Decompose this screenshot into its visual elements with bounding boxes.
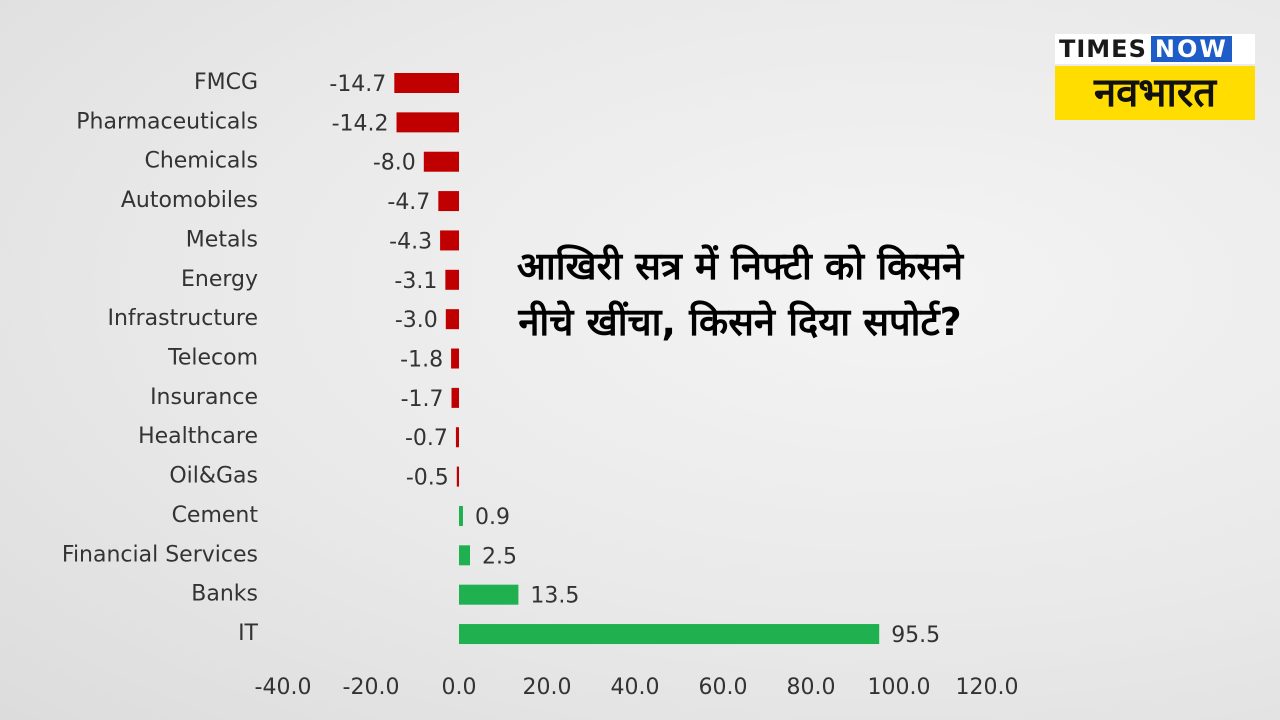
bar	[396, 112, 459, 133]
y-tick-label: Financial Services	[62, 542, 258, 567]
x-tick-label: -20.0	[343, 675, 400, 700]
bar	[451, 387, 459, 408]
y-tick-label: Energy	[181, 267, 258, 292]
value-label: 95.5	[891, 623, 940, 648]
value-label: 2.5	[482, 544, 517, 569]
y-tick-label: Banks	[191, 582, 258, 607]
y-tick-label: Chemicals	[144, 149, 258, 174]
value-label: -8.0	[373, 151, 416, 176]
y-tick-label: Automobiles	[121, 188, 258, 213]
value-label: -0.5	[406, 466, 449, 491]
x-tick-label: 80.0	[787, 675, 836, 700]
x-tick-label: -40.0	[255, 675, 312, 700]
value-label: -3.1	[394, 269, 437, 294]
y-tick-label: Telecom	[167, 346, 258, 371]
y-tick-label: Cement	[172, 503, 259, 528]
x-tick-label: 60.0	[699, 675, 748, 700]
value-label: -4.3	[389, 229, 432, 254]
bar	[459, 584, 519, 605]
logo: TIMES NOW नवभारत	[1055, 34, 1255, 120]
value-label: -14.2	[332, 111, 389, 136]
bar	[438, 191, 459, 212]
value-label: -4.7	[387, 190, 430, 215]
x-tick-label: 20.0	[523, 675, 572, 700]
logo-times: TIMES	[1059, 35, 1147, 63]
bar	[455, 427, 459, 448]
value-label: -1.8	[400, 348, 443, 373]
y-tick-label: Infrastructure	[107, 306, 258, 331]
value-label: 13.5	[530, 584, 579, 609]
bar	[451, 348, 459, 369]
logo-top: TIMES NOW	[1055, 34, 1255, 64]
bar	[456, 466, 459, 487]
value-label: -1.7	[401, 387, 444, 412]
y-tick-label: IT	[238, 621, 258, 646]
value-label: 0.9	[475, 505, 510, 530]
logo-brand: नवभारत	[1055, 66, 1255, 120]
bar	[459, 624, 880, 645]
y-tick-label: Pharmaceuticals	[76, 109, 258, 134]
y-tick-label: Metals	[186, 227, 258, 252]
value-label: -0.7	[405, 426, 448, 451]
bar	[394, 73, 459, 93]
logo-now: NOW	[1150, 36, 1232, 62]
bar	[440, 230, 459, 251]
x-tick-label: 40.0	[611, 675, 660, 700]
y-tick-label: FMCG	[194, 70, 258, 95]
bar	[445, 309, 459, 330]
bar	[445, 269, 459, 290]
value-label: -3.0	[395, 308, 438, 333]
bar	[423, 151, 459, 172]
y-tick-label: Insurance	[150, 385, 258, 410]
value-label: -14.7	[329, 72, 386, 97]
y-tick-label: Healthcare	[138, 424, 258, 449]
chart-title: आखिरी सत्र में निफ्टी को किसने नीचे खींच…	[516, 244, 964, 344]
x-tick-label: 0.0	[442, 675, 477, 700]
y-tick-label: Oil&Gas	[169, 464, 258, 489]
bar	[459, 505, 463, 526]
x-tick-label: 100.0	[868, 675, 931, 700]
x-tick-label: 120.0	[956, 675, 1019, 700]
bar	[459, 545, 470, 566]
